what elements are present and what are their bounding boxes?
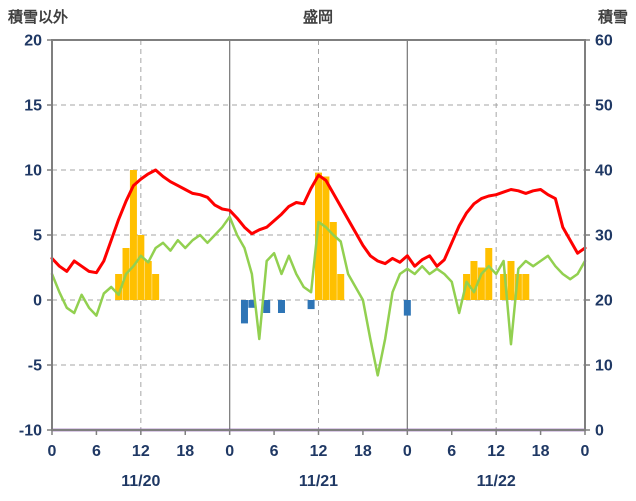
red-line [50,168,587,275]
chart-title: 盛岡 [302,9,333,26]
blue-bars [240,300,411,324]
x-axis-day-label: 11/22 [477,473,516,490]
x-axis-hour-tick: 18 [532,443,550,460]
left-axis-tick: 0 [33,293,42,310]
x-axis-hour-tick: 0 [225,443,234,460]
x-axis-hour-tick: 6 [447,443,456,460]
right-axis-tick: 60 [595,33,613,50]
x-axis-hour-tick: 0 [48,443,57,460]
right-axis-tick: 10 [595,358,613,375]
right-axis-tick: 30 [595,228,613,245]
x-axis-hour-tick: 18 [176,443,194,460]
x-axis-hour-tick: 0 [581,443,590,460]
right-axis-tick: 50 [595,98,613,115]
right-axis-title: 積雪 [597,9,628,26]
left-axis-tick: 10 [24,163,42,180]
left-axis-tick: 15 [24,98,42,115]
right-axis-tick: 40 [595,163,613,180]
x-axis-day-label: 11/21 [299,473,338,490]
x-axis-hour-tick: 6 [92,443,101,460]
left-axis-tick: -10 [19,423,42,440]
x-axis-hour-tick: 12 [132,443,150,460]
x-axis-hour-tick: 0 [403,443,412,460]
left-axis-tick: 20 [24,33,42,50]
right-axis-tick: 0 [595,423,604,440]
grid-lines [52,40,585,430]
green-line [50,215,587,377]
x-axis-hour-tick: 6 [270,443,279,460]
x-axis-day-label: 11/20 [121,473,160,490]
left-axis-tick: 5 [33,228,42,245]
left-axis-tick: -5 [28,358,42,375]
x-axis-hour-tick: 12 [310,443,328,460]
x-axis-hour-tick: 12 [487,443,505,460]
left-axis-title: 積雪以外 [8,9,69,26]
x-axis-hour-tick: 18 [354,443,372,460]
right-axis-tick: 20 [595,293,613,310]
